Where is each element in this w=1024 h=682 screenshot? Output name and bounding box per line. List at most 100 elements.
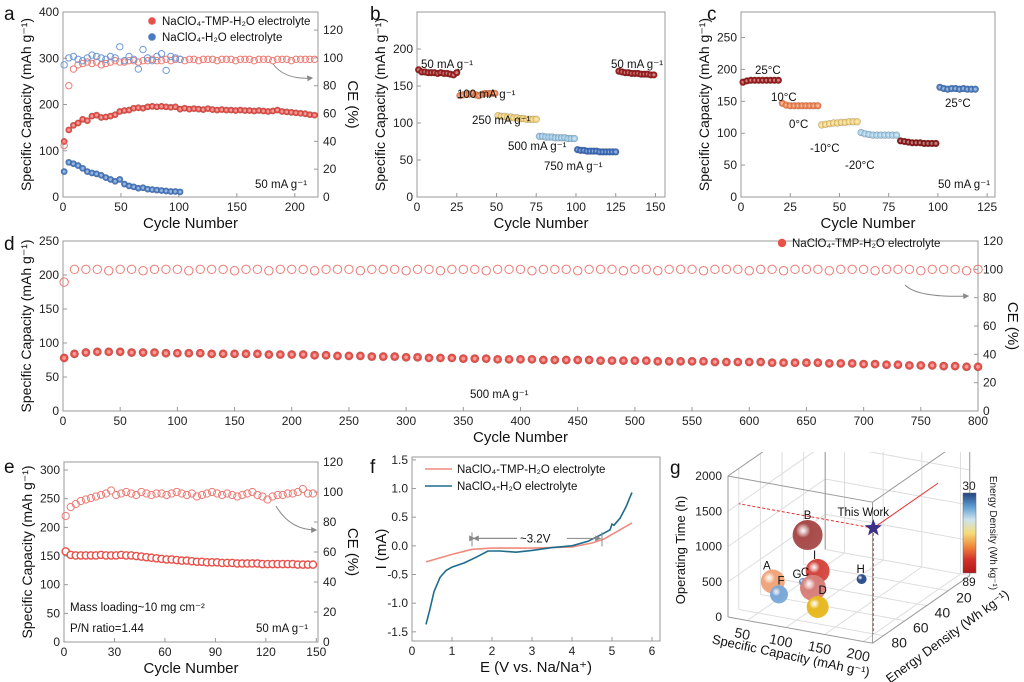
x-tick-label: 0	[414, 200, 421, 214]
point-highlight	[150, 188, 154, 192]
data-point	[447, 264, 457, 275]
data-point	[847, 358, 857, 368]
data-point	[458, 264, 469, 275]
temperature-label: -20°C	[845, 160, 875, 172]
data-point	[961, 266, 972, 276]
y-tick-label: 150	[717, 94, 737, 108]
point-highlight	[169, 105, 173, 109]
x-tick-label: 200	[282, 414, 302, 428]
y-axis-label: Specific Capacity (mAh g⁻¹)	[18, 18, 34, 191]
data-point	[81, 495, 90, 504]
plot-frame	[62, 240, 979, 412]
point-highlight	[229, 108, 233, 112]
data-point	[157, 50, 166, 58]
data-point	[122, 487, 131, 497]
y2-tick-label: 100	[323, 51, 343, 65]
bubble-this-work: This Work	[838, 507, 889, 536]
series-0	[60, 102, 319, 146]
data-point	[836, 358, 846, 368]
data-point	[275, 350, 285, 360]
grid-line	[825, 549, 970, 577]
data-point	[92, 264, 103, 275]
data-point	[76, 496, 85, 506]
data-point	[767, 358, 777, 368]
point-highlight	[644, 358, 649, 363]
series-2	[494, 111, 540, 124]
data-point	[264, 55, 272, 63]
x-axis-label: Cycle Number	[493, 215, 588, 232]
y-tick-label: 1.5	[391, 453, 408, 467]
data-point	[59, 277, 69, 287]
y2-tick-label: 100	[983, 262, 1003, 276]
point-highlight	[572, 137, 576, 141]
data-point	[152, 489, 161, 498]
data-point	[69, 264, 80, 275]
data-point	[65, 54, 73, 62]
point-highlight	[358, 354, 363, 358]
data-point	[153, 56, 161, 65]
series-5	[615, 67, 658, 79]
legend-marker	[148, 33, 156, 41]
data-point	[389, 264, 400, 275]
x-tick-label: 125	[977, 200, 997, 214]
data-point	[283, 55, 291, 63]
y2-tick-label: 80	[323, 515, 337, 529]
x-tick-label: 3	[529, 644, 536, 658]
data-point	[308, 489, 318, 498]
point-highlight	[198, 351, 203, 356]
point-highlight	[308, 113, 312, 117]
panel-letter-f: f	[370, 457, 376, 478]
x-tick-label: 2	[489, 644, 496, 658]
point-highlight	[81, 117, 85, 121]
series-4	[573, 145, 620, 156]
data-point	[148, 56, 156, 65]
x-tick-label: 800	[968, 414, 988, 428]
data-point	[278, 490, 287, 500]
data-point	[74, 55, 82, 63]
y-axis-label: Specific Capacity (mAh g⁻¹)	[372, 18, 388, 191]
grid-line	[825, 478, 970, 506]
legend-marker	[777, 238, 787, 248]
data-point	[202, 489, 212, 498]
point-highlight	[173, 105, 177, 109]
data-point	[207, 349, 217, 359]
data-point	[268, 492, 277, 501]
data-point	[853, 118, 861, 126]
point-highlight	[735, 360, 740, 364]
data-point	[69, 65, 78, 73]
current-density-label: 500 mA g⁻¹	[470, 389, 529, 401]
point-highlight	[530, 357, 534, 362]
point-highlight	[587, 358, 592, 362]
data-point	[287, 264, 297, 275]
point-highlight	[118, 109, 122, 113]
point-highlight	[896, 362, 900, 367]
data-point	[287, 56, 296, 65]
star-marker	[864, 519, 882, 536]
point-highlight	[427, 356, 431, 360]
data-point	[344, 264, 354, 275]
y2-tick-label: 80	[323, 79, 337, 93]
x-tick-label: 120	[256, 645, 276, 659]
data-point	[355, 266, 366, 276]
x-tick-label: 1	[449, 644, 456, 658]
grid-line	[825, 513, 970, 541]
point-highlight	[209, 351, 214, 356]
point-highlight	[827, 361, 832, 366]
x-tick-label: 30	[108, 645, 122, 659]
data-point	[904, 264, 915, 275]
point-highlight	[484, 356, 489, 361]
series-1	[425, 492, 633, 625]
x-tick-label: 200	[285, 200, 305, 214]
point-highlight	[252, 109, 256, 113]
point-highlight	[141, 106, 145, 110]
temperature-label: 25°C	[755, 65, 781, 77]
point-highlight	[146, 187, 150, 191]
data-point	[143, 56, 152, 65]
point-highlight	[280, 109, 284, 113]
data-point	[115, 264, 125, 275]
data-point	[185, 55, 194, 63]
data-point	[527, 354, 537, 364]
data-point	[493, 354, 503, 364]
data-point	[504, 354, 514, 364]
data-point	[424, 264, 434, 275]
